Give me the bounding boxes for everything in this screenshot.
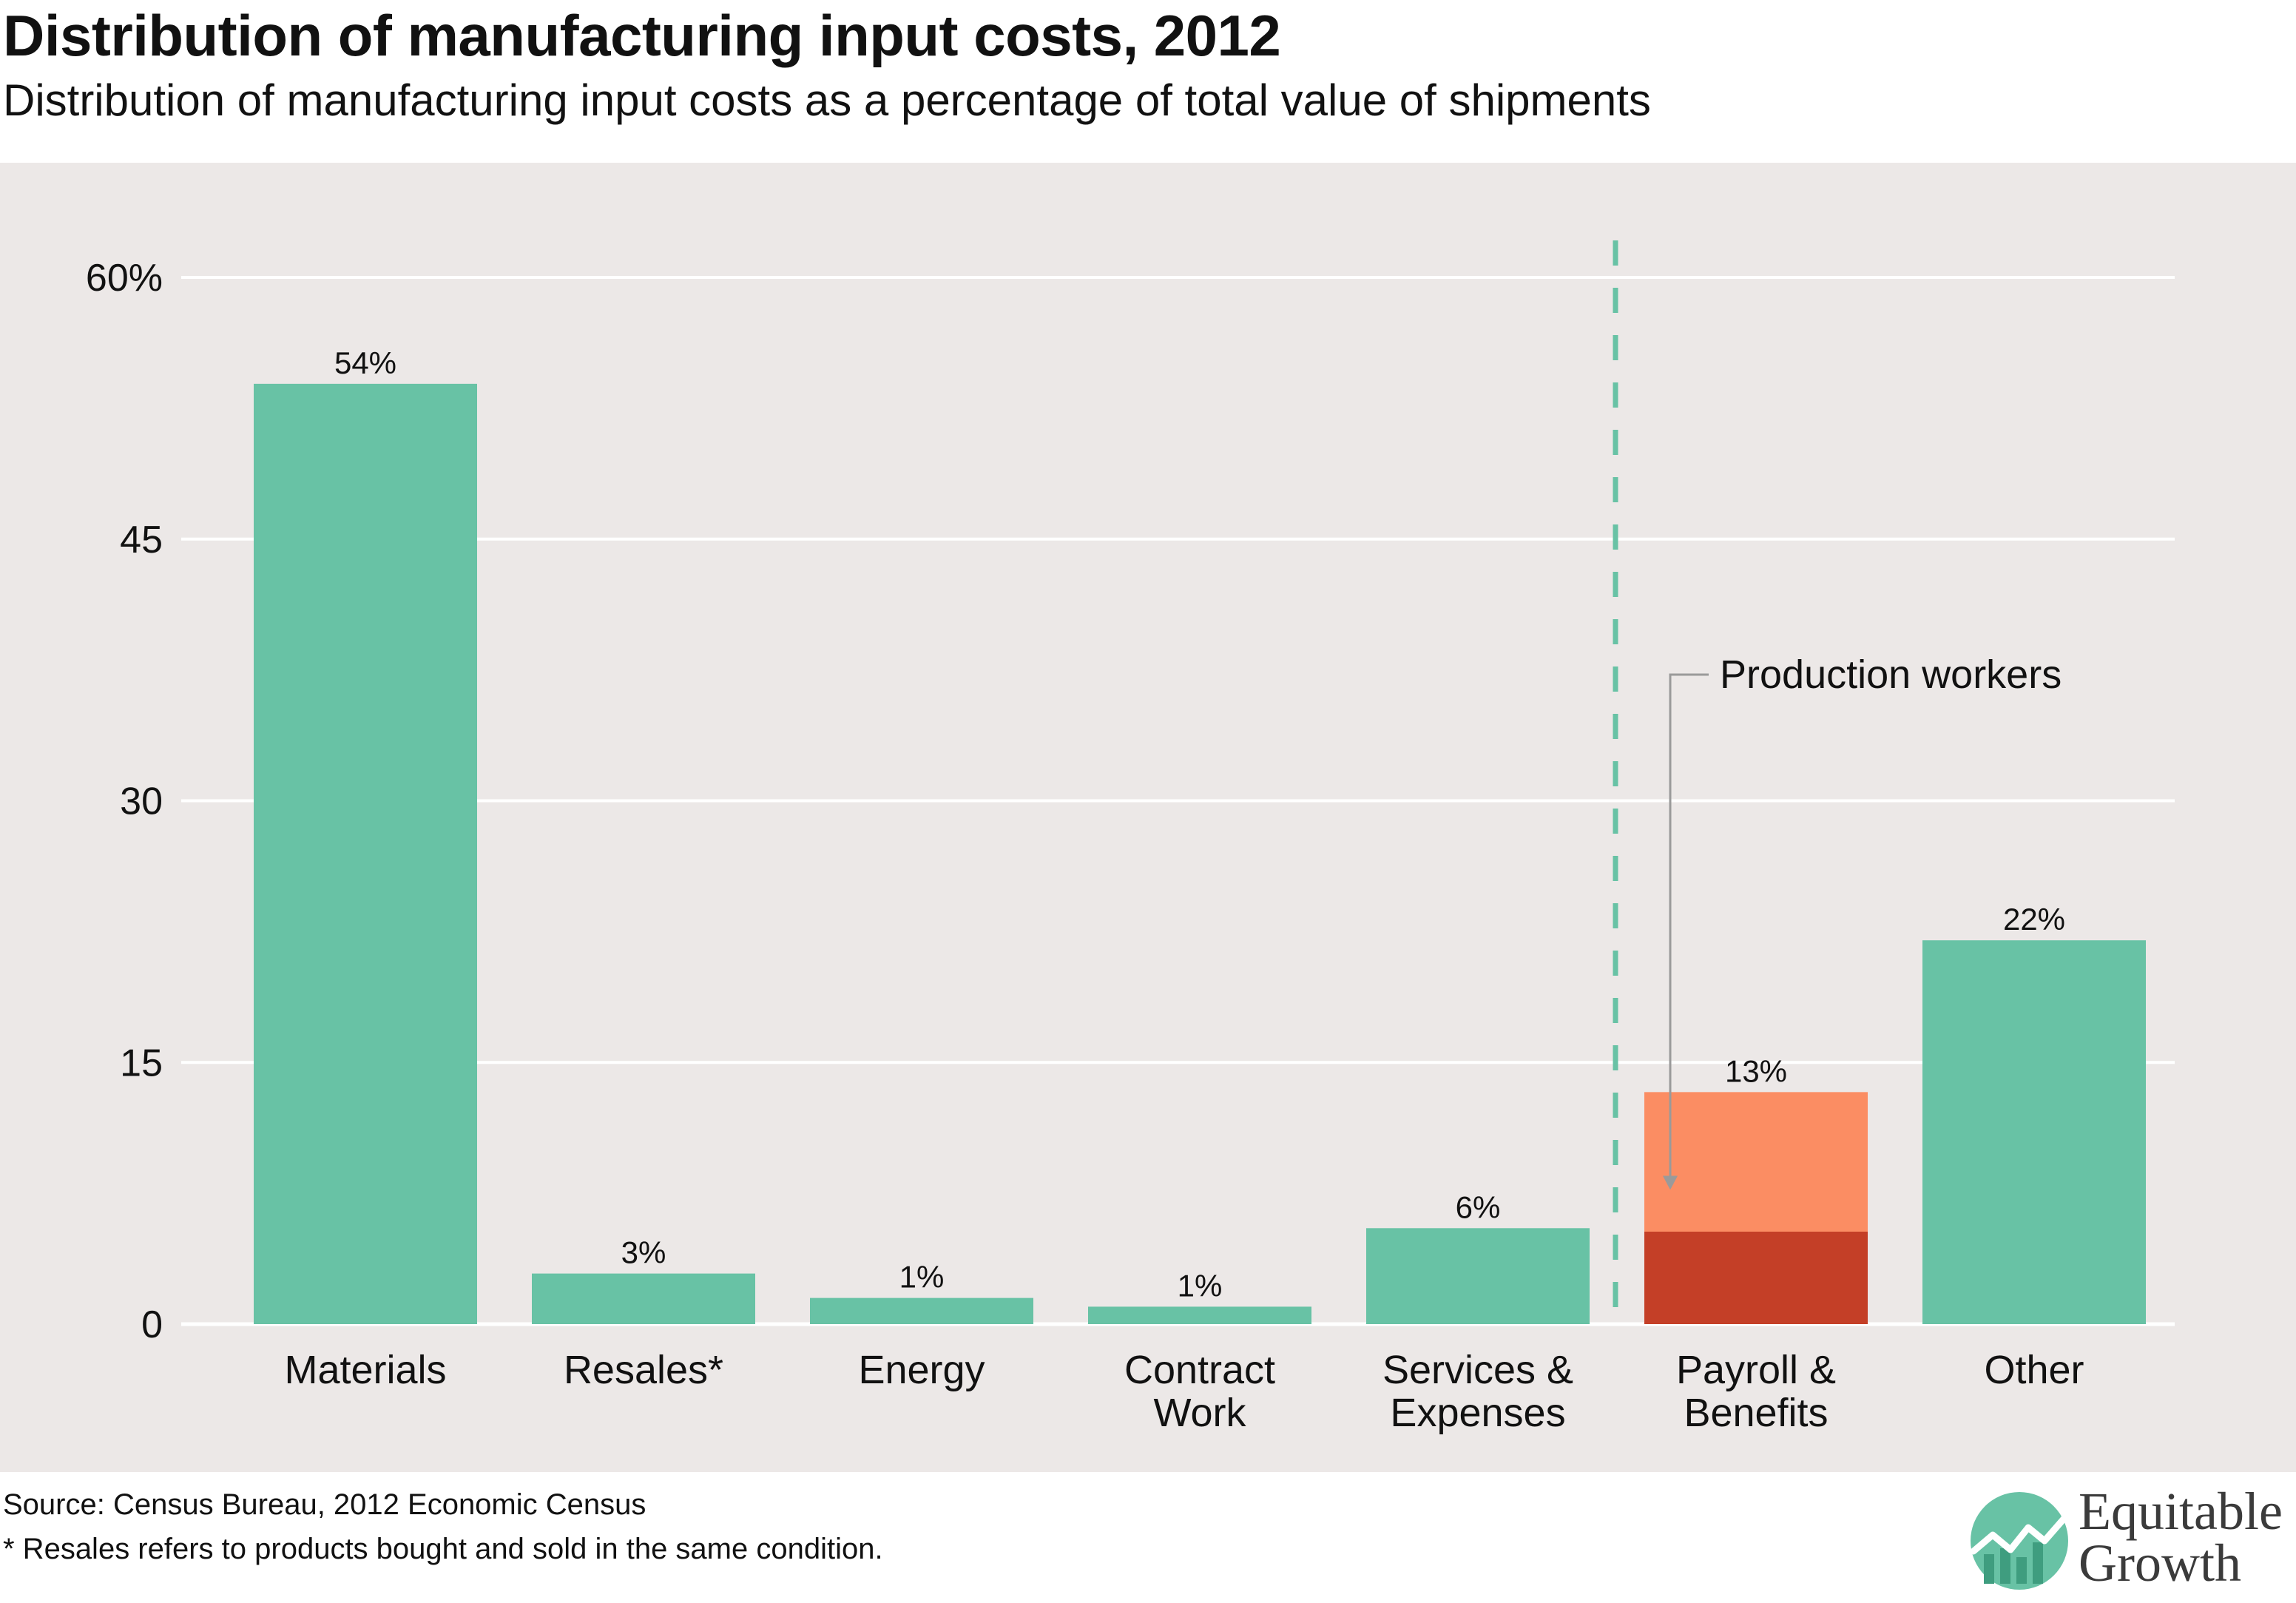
value-label: 22% (2003, 902, 2065, 937)
y-tick-label: 0 (141, 1303, 163, 1346)
category-label: Work (1153, 1391, 1246, 1435)
bar (532, 1273, 755, 1324)
category-label: Other (1984, 1348, 2084, 1392)
source-note: Source: Census Bureau, 2012 Economic Cen… (3, 1488, 646, 1521)
bar (254, 383, 477, 1324)
y-tick-label: 60% (86, 257, 163, 300)
value-label: 13% (1725, 1053, 1787, 1088)
footnote: * Resales refers to products bought and … (3, 1533, 883, 1565)
value-label: 1% (899, 1260, 945, 1295)
value-label: 1% (1178, 1268, 1223, 1303)
bar-chart: 0 15 30 45 60% 54% Materials 3% Resales* 1% Energy… (86, 240, 2175, 1435)
value-label: 54% (334, 345, 396, 380)
value-label: 3% (621, 1235, 666, 1270)
category-label: Energy (858, 1348, 985, 1392)
chart-title: Distribution of manufacturing input cost… (3, 3, 1281, 68)
category-label: Benefits (1684, 1391, 1828, 1435)
logo-text-line2: Growth (2079, 1533, 2241, 1593)
equitable-growth-logo: Equitable Growth (1968, 1485, 2293, 1596)
rising-line-chart-icon (1970, 1492, 2069, 1590)
bar (1088, 1306, 1311, 1324)
value-label: 6% (1456, 1189, 1501, 1224)
category-label: Materials (284, 1348, 446, 1392)
category-label: Contract (1124, 1348, 1275, 1392)
bar-segment-production-workers (1644, 1232, 1868, 1324)
annotation-label: Production workers (1720, 652, 2062, 697)
category-label: Resales* (564, 1348, 723, 1392)
y-tick-label: 45 (120, 519, 163, 561)
bar (810, 1297, 1033, 1324)
bar (1366, 1228, 1590, 1324)
category-label: Services & (1382, 1348, 1573, 1392)
y-tick-label: 30 (120, 780, 163, 823)
category-label: Payroll & (1676, 1348, 1836, 1392)
category-label: Expenses (1390, 1391, 1565, 1435)
logo-text-line1: Equitable (2079, 1482, 2283, 1541)
chart-subtitle: Distribution of manufacturing input cost… (3, 75, 1651, 125)
annotation-leader-line (1669, 673, 1709, 1183)
bar (1922, 940, 2146, 1324)
y-tick-label: 15 (120, 1042, 163, 1084)
annotation-arrowhead (1663, 1175, 1678, 1190)
